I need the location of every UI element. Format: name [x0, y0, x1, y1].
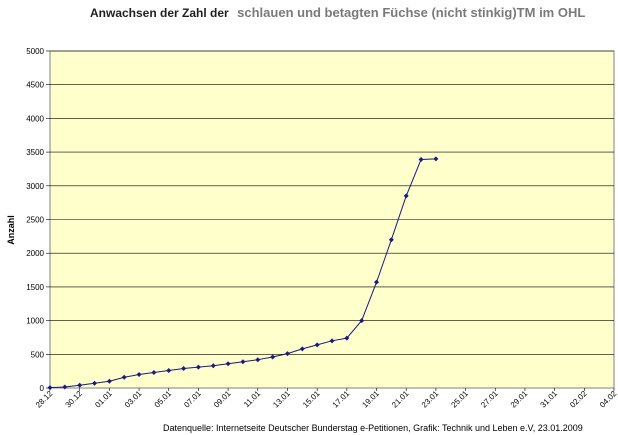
- y-tick-label: 1500: [26, 283, 44, 292]
- y-axis-ticks: 0 500 1000 1500 2000 2500 3000 3500 4000 4500 5000: [26, 47, 50, 393]
- data-point: [388, 237, 394, 243]
- data-point: [106, 378, 112, 384]
- x-tick-label: 23.01: [420, 389, 441, 410]
- x-tick-label: 21.01: [390, 389, 411, 410]
- chart-title: Anwachsen der Zahl der schlauen und beta…: [90, 4, 585, 21]
- x-tick-label: 07.01: [182, 389, 203, 410]
- data-point: [374, 279, 380, 285]
- data-point: [270, 354, 276, 360]
- x-tick-label: 11.01: [242, 389, 262, 409]
- x-tick-label: 27.01: [479, 389, 500, 410]
- data-point: [166, 367, 172, 373]
- data-point: [225, 361, 231, 367]
- chart-title-part2: schlauen und betagten Füchse (nicht stin…: [237, 5, 585, 20]
- x-tick-label: 17.01: [331, 389, 352, 410]
- x-tick-label: 03.01: [123, 389, 144, 410]
- x-tick-label: 29.01: [509, 389, 530, 410]
- data-point: [255, 357, 261, 363]
- x-tick-label: 15.01: [301, 389, 322, 410]
- series-group: [47, 156, 439, 391]
- data-point: [299, 346, 305, 352]
- data-point: [151, 369, 157, 375]
- x-tick-label: 30.12: [64, 389, 85, 410]
- x-tick-label: 05.01: [153, 389, 174, 410]
- data-point: [62, 384, 68, 390]
- y-tick-label: 2500: [26, 216, 44, 225]
- y-tick-label: 4500: [26, 81, 44, 90]
- x-tick-label: 01.01: [93, 389, 114, 410]
- data-point: [92, 380, 98, 386]
- data-point: [284, 351, 290, 357]
- data-point: [359, 318, 365, 324]
- y-tick-label: 3500: [26, 148, 44, 157]
- x-tick-label: 31.01: [539, 389, 560, 410]
- x-tick-label: 09.01: [212, 389, 233, 410]
- data-point: [210, 363, 216, 369]
- y-tick-label: 500: [31, 350, 45, 359]
- y-axis-label: Anzahl: [6, 215, 16, 245]
- y-tick-label: 2000: [26, 249, 44, 258]
- data-point: [344, 335, 350, 341]
- data-point: [240, 359, 246, 365]
- y-tick-label: 0: [40, 384, 45, 393]
- x-tick-label: 19.01: [360, 389, 381, 410]
- data-point: [418, 157, 424, 163]
- x-tick-label: 04.02: [598, 389, 618, 410]
- data-point: [121, 374, 127, 380]
- x-tick-label: 25.01: [449, 389, 470, 410]
- data-source-footer: Datenquelle: Internetseite Deutscher Bun…: [163, 423, 583, 433]
- y-tick-label: 3000: [26, 182, 44, 191]
- data-point: [195, 364, 201, 370]
- data-point: [403, 193, 409, 199]
- y-tick-label: 1000: [26, 317, 44, 326]
- data-point: [77, 382, 83, 388]
- x-tick-label: 13.01: [271, 389, 292, 410]
- x-tick-label: 28.12: [34, 389, 55, 410]
- data-point: [314, 342, 320, 348]
- data-point: [329, 338, 335, 344]
- y-tick-label: 4000: [26, 114, 44, 123]
- grid-lines: [50, 50, 614, 355]
- chart-title-part1: Anwachsen der Zahl der: [90, 6, 229, 20]
- x-axis-ticks: 28.12 30.12 01.01 03.01 05.01 07.01 09.01 11.01…: [34, 388, 618, 410]
- data-point: [136, 372, 142, 378]
- data-point: [181, 365, 187, 371]
- x-tick-label: 02.02: [568, 389, 589, 410]
- data-point: [433, 156, 439, 162]
- y-tick-label: 5000: [26, 47, 44, 56]
- data-point: [47, 385, 53, 391]
